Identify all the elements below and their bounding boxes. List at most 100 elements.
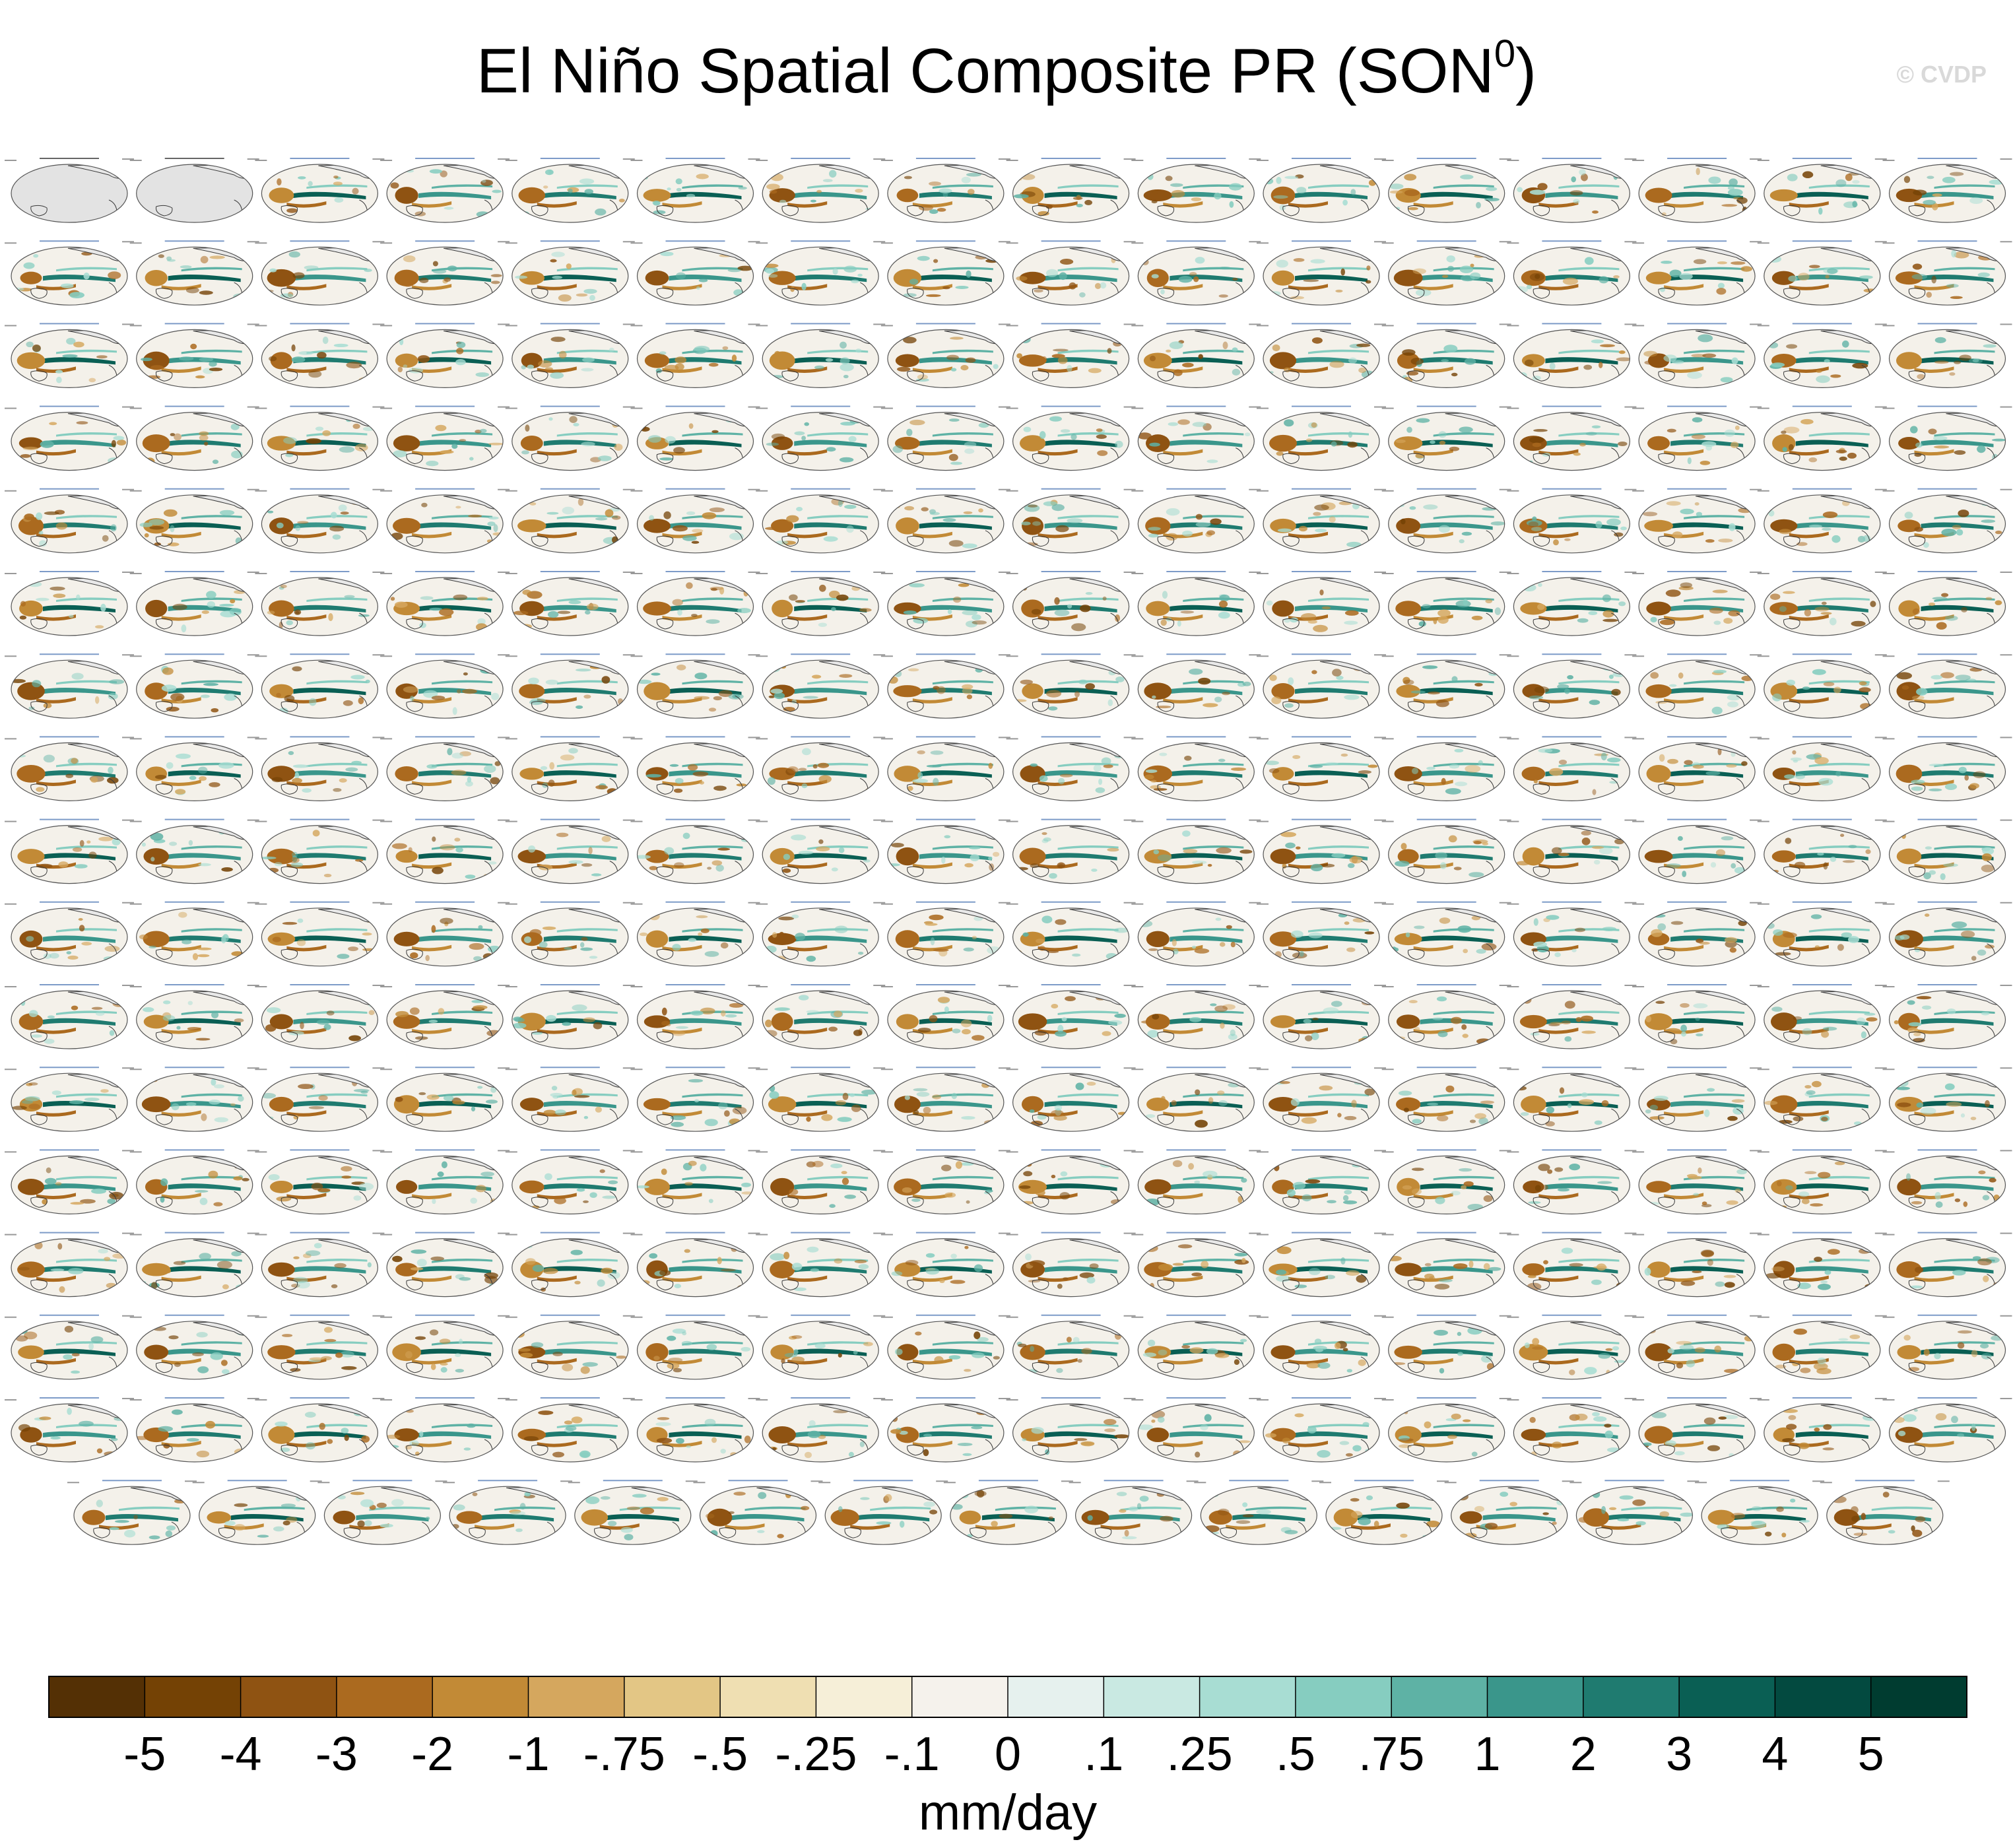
map-panel (129, 1232, 259, 1298)
map-panel (129, 1397, 259, 1463)
map-panel (880, 1314, 1010, 1380)
map-panel (505, 571, 635, 636)
map-panel (1632, 405, 1762, 471)
map-panel (1006, 405, 1136, 471)
map-panel (1882, 158, 2012, 223)
map-panel (1257, 240, 1386, 306)
map-panel (380, 1067, 510, 1132)
map-panel (380, 736, 510, 802)
colorbar-box (911, 1676, 1008, 1717)
map-panel (880, 158, 1010, 223)
map-panel (1257, 653, 1386, 719)
colorbar-box (624, 1676, 721, 1717)
map-panel (255, 405, 385, 471)
map-panel (630, 1232, 760, 1298)
map-panel (1006, 736, 1136, 802)
map-panel (255, 571, 385, 636)
map-panel (1257, 818, 1386, 884)
map-panel (1131, 240, 1261, 306)
map-panel (1507, 653, 1637, 719)
map-panel (1006, 1149, 1136, 1215)
colorbar-box (1295, 1676, 1392, 1717)
map-panel (1257, 405, 1386, 471)
map-panel (1257, 1067, 1386, 1132)
map-panel (1882, 405, 2012, 471)
map-panel (5, 488, 134, 554)
colorbar-tick-label: 5 (1858, 1728, 1884, 1781)
map-panel (630, 984, 760, 1049)
map-panel (255, 158, 385, 223)
map-panel (1820, 1480, 1950, 1545)
colorbar-box (432, 1676, 529, 1717)
map-panel (255, 1232, 385, 1298)
map-panel (505, 653, 635, 719)
map-panel (1006, 240, 1136, 306)
map-panel (380, 488, 510, 554)
map-panel (255, 818, 385, 884)
map-panel (129, 901, 259, 967)
map-panel (943, 1480, 1073, 1545)
map-panel (5, 653, 134, 719)
map-panel (1882, 901, 2012, 967)
map-panel (1695, 1480, 1825, 1545)
map-panel (5, 571, 134, 636)
map-panel (630, 571, 760, 636)
map-panel (756, 158, 886, 223)
map-panel (505, 1067, 635, 1132)
map-panel (5, 901, 134, 967)
map-panel (505, 984, 635, 1049)
map-panel (1257, 488, 1386, 554)
map-panel (1757, 488, 1887, 554)
colorbar-box (240, 1676, 337, 1717)
map-panel (255, 901, 385, 967)
map-panel (380, 1314, 510, 1380)
map-panel (880, 323, 1010, 389)
map-panel (1006, 818, 1136, 884)
colorbar-tick-label: 4 (1762, 1728, 1788, 1781)
map-panel (1131, 1314, 1261, 1380)
map-panel (380, 901, 510, 967)
map-panel (129, 323, 259, 389)
map-panel (1131, 901, 1261, 967)
map-panel (255, 1397, 385, 1463)
map-panel (1882, 1232, 2012, 1298)
map-panel (1507, 984, 1637, 1049)
map-panel (1757, 1149, 1887, 1215)
map-panel (5, 158, 134, 223)
colorbar-box (1104, 1676, 1201, 1717)
map-panel (129, 984, 259, 1049)
colorbar-tick-label: -.5 (692, 1728, 748, 1781)
map-panel (1257, 736, 1386, 802)
map-panel (255, 984, 385, 1049)
colorbar-box (1487, 1676, 1584, 1717)
map-panel (1381, 158, 1511, 223)
colorbar-tick-label: -5 (123, 1728, 166, 1781)
map-panel (255, 653, 385, 719)
map-panel (380, 1232, 510, 1298)
map-panel (1257, 901, 1386, 967)
map-panel (630, 1067, 760, 1132)
map-panel (1757, 240, 1887, 306)
colorbar-box (1199, 1676, 1296, 1717)
map-panel (1632, 901, 1762, 967)
map-panel (630, 240, 760, 306)
map-panel (505, 158, 635, 223)
map-panel (1882, 240, 2012, 306)
map-panel (756, 323, 886, 389)
map-panel (1069, 1480, 1199, 1545)
map-panel (1131, 736, 1261, 802)
map-panel (1632, 818, 1762, 884)
map-panel (1632, 571, 1762, 636)
map-panel (1131, 158, 1261, 223)
panel-grid (5, 158, 2012, 1545)
map-panel (1381, 1314, 1511, 1380)
map-panel (1882, 984, 2012, 1049)
map-panel (630, 488, 760, 554)
map-panel (505, 1149, 635, 1215)
map-panel (505, 736, 635, 802)
map-panel (505, 901, 635, 967)
map-panel (756, 901, 886, 967)
map-panel (1882, 1149, 2012, 1215)
colorbar-tick-label: -.1 (884, 1728, 940, 1781)
map-panel (1131, 653, 1261, 719)
